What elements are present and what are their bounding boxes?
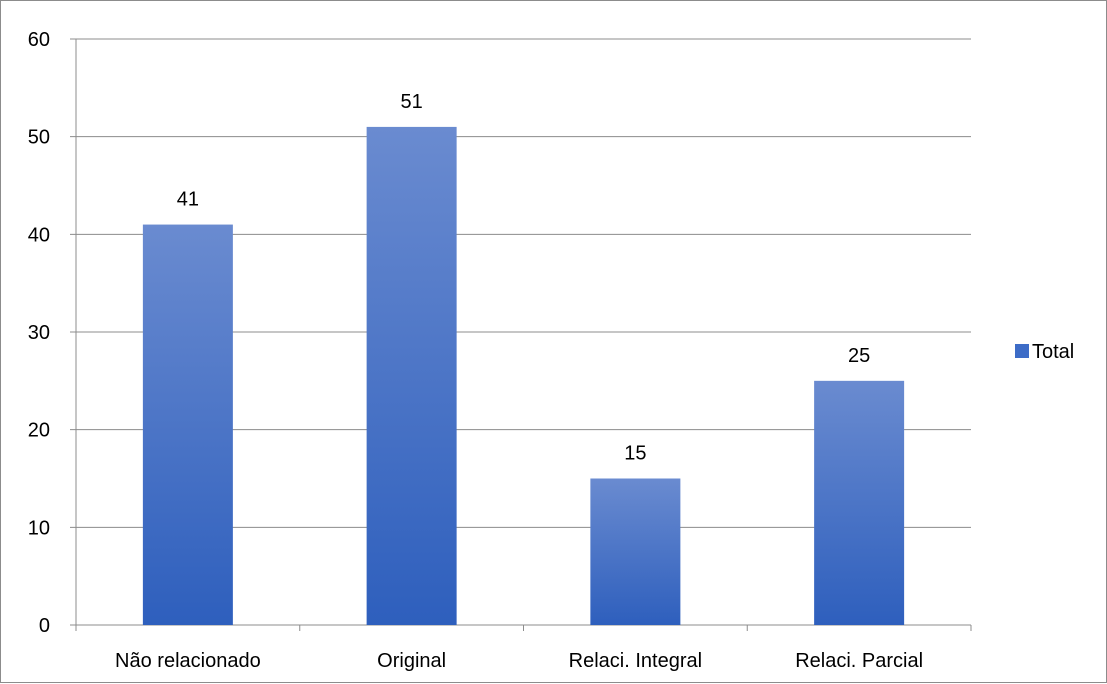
data-label: 51 <box>401 91 423 113</box>
data-label: 41 <box>177 189 199 211</box>
y-tick-label: 20 <box>28 420 50 442</box>
x-tick-label: Relaci. Integral <box>569 650 702 672</box>
bar <box>366 126 457 626</box>
legend: Total <box>1015 341 1074 363</box>
data-label: 25 <box>848 345 870 367</box>
y-tick-label: 60 <box>28 29 50 51</box>
y-tick-label: 50 <box>28 127 50 149</box>
legend-label: Total <box>1032 341 1074 363</box>
labels: 0 10 20 30 40 50 60 41 Não relacionado 51 Original… <box>28 29 923 672</box>
bar <box>142 224 233 626</box>
y-tick-label: 40 <box>28 224 50 246</box>
x-tick-label: Não relacionado <box>115 650 261 672</box>
y-tick-label: 10 <box>28 517 50 539</box>
data-label: 15 <box>624 443 646 465</box>
bars <box>142 126 905 626</box>
x-tick-label: Original <box>377 650 446 672</box>
y-tick-label: 30 <box>28 322 50 344</box>
x-tick-label: Relaci. Parcial <box>795 650 923 672</box>
y-tick-label: 0 <box>39 615 50 637</box>
bar <box>590 478 681 625</box>
legend-swatch <box>1015 344 1029 358</box>
bar <box>814 380 905 625</box>
